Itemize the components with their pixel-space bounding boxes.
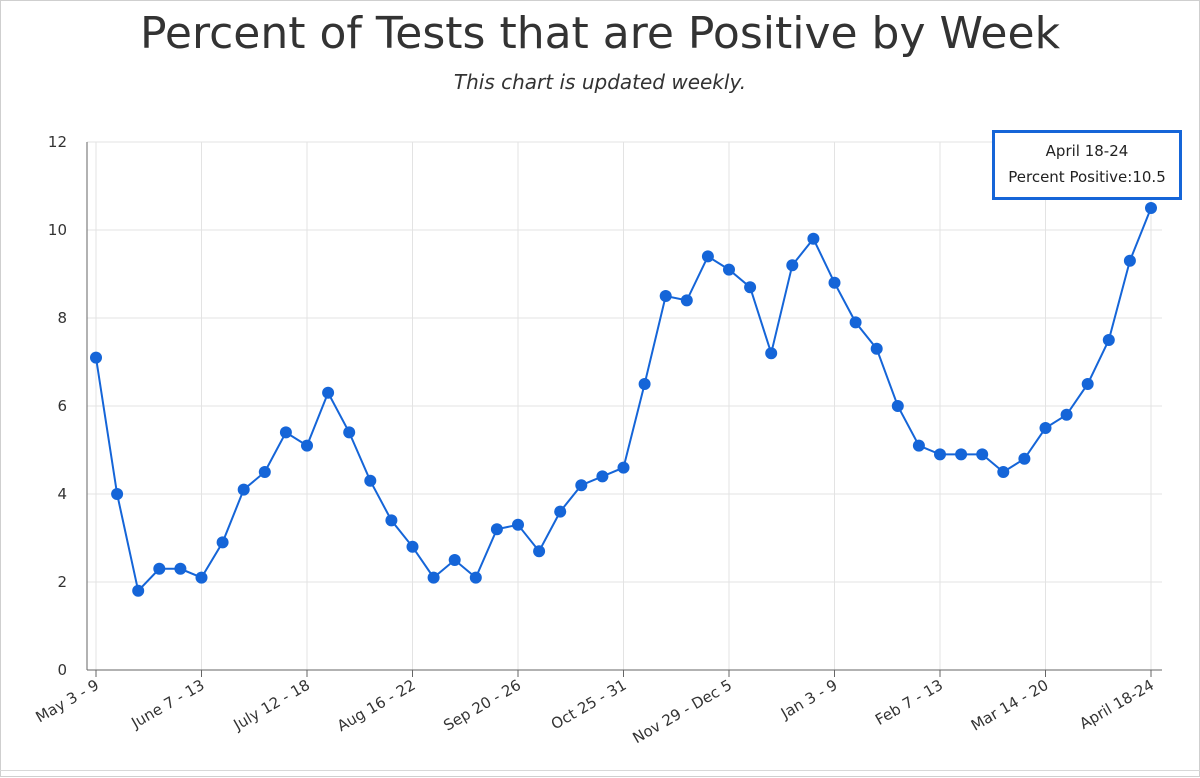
y-tick-label: 4 (57, 485, 67, 503)
tooltip-series-label: Percent Positive: (1008, 168, 1133, 186)
data-point[interactable] (364, 474, 377, 487)
data-point[interactable] (765, 347, 778, 360)
data-point[interactable] (385, 514, 398, 527)
x-axis-labels: May 3 - 9 June 7 - 13 July 12 - 18 Aug 16 -… (33, 676, 1157, 747)
data-point[interactable] (955, 448, 968, 461)
x-tick-label: Aug 16 - 22 (334, 676, 419, 735)
data-point[interactable] (828, 276, 841, 289)
x-tick-label: Nov 29 - Dec 5 (630, 676, 735, 747)
y-tick-label: 10 (48, 221, 67, 239)
data-point[interactable] (807, 232, 820, 245)
data-point[interactable] (512, 518, 524, 531)
data-point[interactable] (638, 378, 651, 390)
data-point[interactable] (575, 479, 588, 492)
data-point[interactable] (279, 426, 292, 439)
axes (86, 142, 1162, 677)
data-point[interactable] (701, 250, 714, 263)
x-tick-label: Mar 14 - 20 (968, 676, 1052, 735)
chart-title: Percent of Tests that are Positive by We… (139, 8, 1061, 59)
data-point[interactable] (90, 351, 102, 364)
data-point[interactable] (490, 523, 503, 536)
data-point[interactable] (301, 439, 313, 452)
data-point[interactable] (1081, 378, 1094, 390)
data-point[interactable] (1039, 422, 1052, 434)
x-tick-label: May 3 - 9 (33, 676, 102, 727)
data-point[interactable] (132, 584, 145, 597)
data-point[interactable] (680, 294, 693, 307)
data-point[interactable] (153, 562, 166, 575)
data-point[interactable] (891, 400, 904, 412)
data-point[interactable] (1102, 334, 1115, 346)
data-point[interactable] (448, 554, 461, 566)
data-point[interactable] (216, 536, 229, 549)
x-tick-label: Oct 25 - 31 (548, 676, 630, 734)
data-point[interactable] (1018, 452, 1031, 465)
data-point[interactable] (237, 483, 250, 496)
data-point[interactable] (258, 466, 271, 478)
grid-lines (87, 141, 1162, 670)
series-percent-positive[interactable] (90, 202, 1157, 597)
data-point[interactable] (659, 290, 672, 302)
data-point[interactable] (934, 448, 946, 461)
data-point[interactable] (596, 470, 609, 483)
x-tick-label: April 18-24 (1076, 676, 1157, 733)
data-point[interactable] (554, 505, 567, 518)
data-point[interactable] (617, 461, 630, 474)
x-tick-label: July 12 - 18 (230, 676, 313, 735)
data-point[interactable] (997, 466, 1010, 478)
data-point[interactable] (1060, 408, 1073, 421)
data-point[interactable] (322, 386, 335, 399)
data-point[interactable] (912, 439, 925, 452)
data-point[interactable] (427, 571, 440, 584)
chart-subtitle: This chart is updated weekly. (453, 70, 747, 94)
data-point[interactable] (111, 488, 124, 500)
data-point[interactable] (723, 263, 735, 276)
data-point[interactable] (469, 571, 482, 584)
data-point[interactable] (406, 540, 419, 553)
tooltip-label: April 18-24 (1045, 142, 1129, 160)
y-tick-label: 0 (57, 661, 67, 679)
y-tick-label: 8 (57, 309, 67, 327)
data-point[interactable] (744, 281, 757, 294)
data-tooltip: April 18-24 Percent Positive:10.5 (992, 130, 1182, 200)
data-point[interactable] (533, 545, 546, 558)
data-point[interactable] (976, 448, 989, 461)
y-tick-label: 6 (57, 397, 67, 415)
data-point[interactable] (870, 342, 883, 355)
y-axis-labels: 0 2 4 6 8 10 12 (48, 133, 67, 679)
data-point[interactable] (1145, 202, 1157, 214)
tooltip-series-value: 10.5 (1132, 168, 1166, 186)
data-point[interactable] (786, 259, 799, 272)
y-tick-label: 2 (57, 573, 67, 591)
data-point[interactable] (1123, 254, 1136, 267)
tooltip-value: Percent Positive:10.5 (995, 168, 1179, 186)
x-tick-label: Feb 7 - 13 (872, 676, 946, 729)
data-point[interactable] (195, 571, 208, 584)
data-point[interactable] (174, 562, 187, 575)
bottom-divider (0, 770, 1200, 778)
x-tick-label: Jan 3 - 9 (777, 676, 841, 723)
y-tick-label: 12 (48, 133, 67, 151)
data-point[interactable] (849, 316, 862, 329)
data-point[interactable] (343, 426, 356, 439)
x-tick-label: Sep 20 - 26 (440, 676, 524, 735)
x-tick-label: June 7 - 13 (127, 676, 207, 733)
